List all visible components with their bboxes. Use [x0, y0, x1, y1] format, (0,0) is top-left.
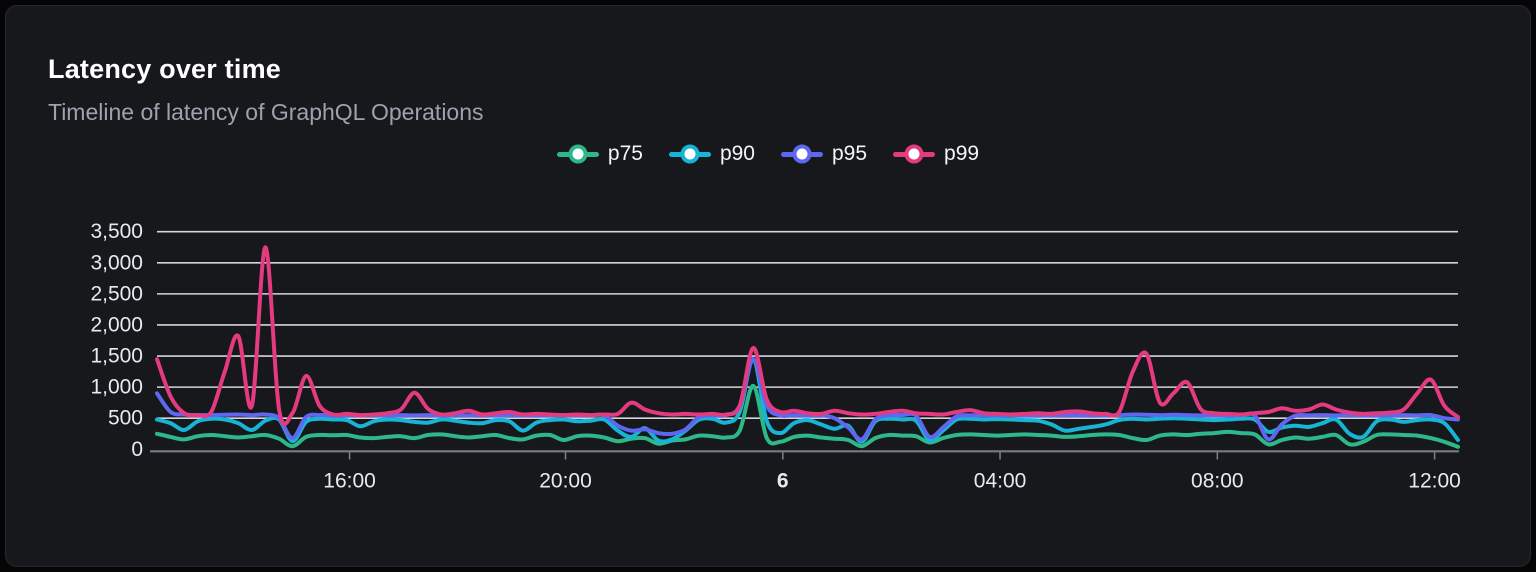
x-tick-label: 08:00 — [1191, 470, 1244, 493]
x-tick-label: 16:00 — [323, 470, 376, 493]
chart-legend: p75 p90 p95 p99 — [6, 142, 1530, 166]
y-tick-label: 500 — [108, 407, 143, 430]
legend-item-p90[interactable]: p90 — [668, 142, 755, 166]
x-tick-label: 12:00 — [1408, 470, 1461, 493]
p90-line — [155, 357, 1460, 444]
legend-circle-icon — [680, 144, 700, 164]
y-tick-label: 1,000 — [90, 376, 143, 399]
y-tick-label: 2,500 — [90, 282, 143, 305]
p90-legend-marker-icon — [668, 142, 711, 166]
legend-item-p99[interactable]: p99 — [893, 142, 979, 166]
p95-legend-marker-icon — [781, 142, 823, 166]
x-tick-label: 20:00 — [539, 470, 592, 493]
legend-circle-icon — [904, 144, 924, 164]
y-tick-label: 1,500 — [90, 345, 143, 368]
legend-item-p75[interactable]: p75 — [556, 142, 643, 166]
y-tick-label: 0 — [131, 438, 143, 461]
legend-circle-icon — [568, 144, 588, 164]
y-tick-label: 3,000 — [90, 251, 143, 274]
panel-subtitle: Timeline of latency of GraphQL Operation… — [48, 99, 484, 125]
x-tick-label: 6 — [777, 470, 789, 493]
p75-line — [155, 383, 1460, 449]
p95-line — [155, 357, 1460, 442]
panel-title: Latency over time — [48, 54, 281, 84]
legend-label: p90 — [719, 142, 755, 165]
y-tick-label: 3,500 — [90, 220, 143, 243]
p75-legend-marker-icon — [556, 142, 599, 166]
legend-label: p75 — [607, 142, 643, 165]
legend-circle-icon — [792, 144, 812, 164]
p99-legend-marker-icon — [893, 142, 936, 166]
legend-label: p95 — [832, 142, 868, 165]
y-tick-label: 2,000 — [90, 313, 143, 336]
x-tick-label: 04:00 — [974, 470, 1027, 493]
legend-label: p99 — [944, 142, 980, 165]
legend-item-p95[interactable]: p95 — [781, 142, 867, 166]
p99-line — [155, 245, 1460, 426]
